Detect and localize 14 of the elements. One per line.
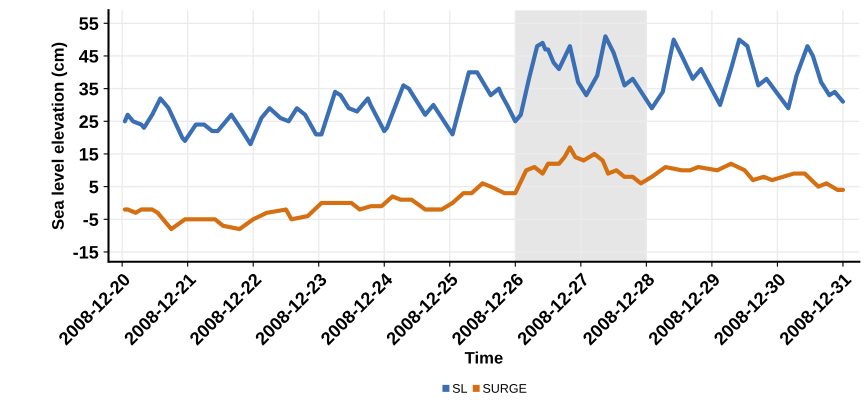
line-series — [122, 34, 846, 146]
y-tick-label: 5 — [89, 180, 98, 194]
y-tick-label: -15 — [73, 246, 98, 259]
y-tick-label: 55 — [79, 17, 98, 30]
legend-label: SL — [452, 384, 468, 393]
y-tick-label: 25 — [79, 115, 98, 128]
y-tick-label: 45 — [78, 50, 98, 63]
y-tick-label: 35 — [79, 82, 98, 96]
y-tick-label: -5 — [83, 213, 98, 226]
y-tick-label: 15 — [80, 148, 98, 161]
line-series — [122, 145, 846, 232]
x-axis-title: Time — [464, 351, 503, 364]
y-axis-title: Sea level elevation (cm) — [52, 42, 68, 230]
legend-label: SURGE — [483, 384, 526, 393]
